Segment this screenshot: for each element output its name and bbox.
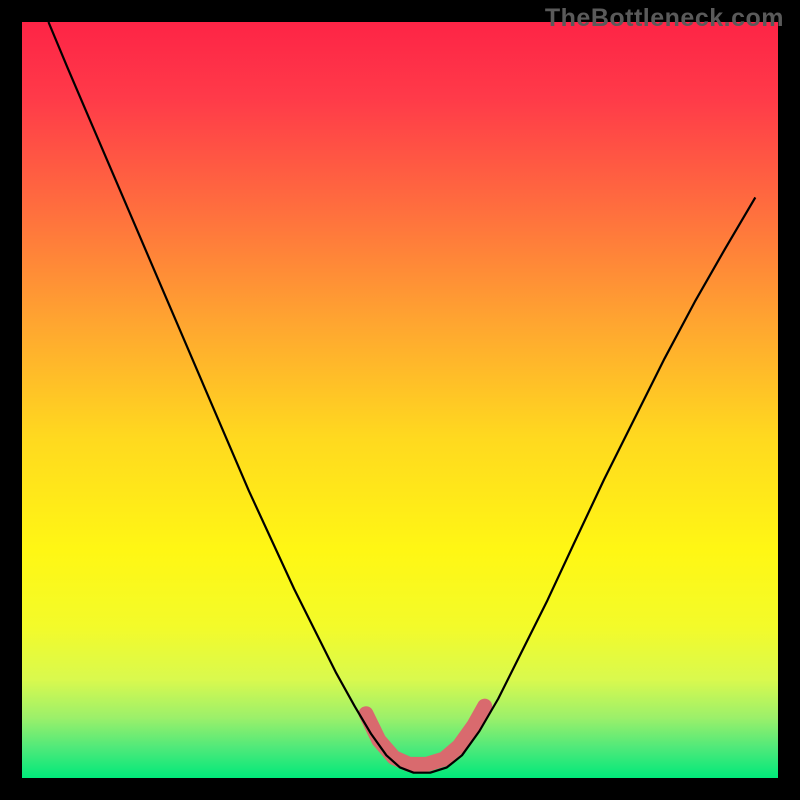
chart-container: TheBottleneck.com xyxy=(0,0,800,800)
bottleneck-chart-svg xyxy=(0,0,800,800)
watermark-label: TheBottleneck.com xyxy=(545,4,784,33)
